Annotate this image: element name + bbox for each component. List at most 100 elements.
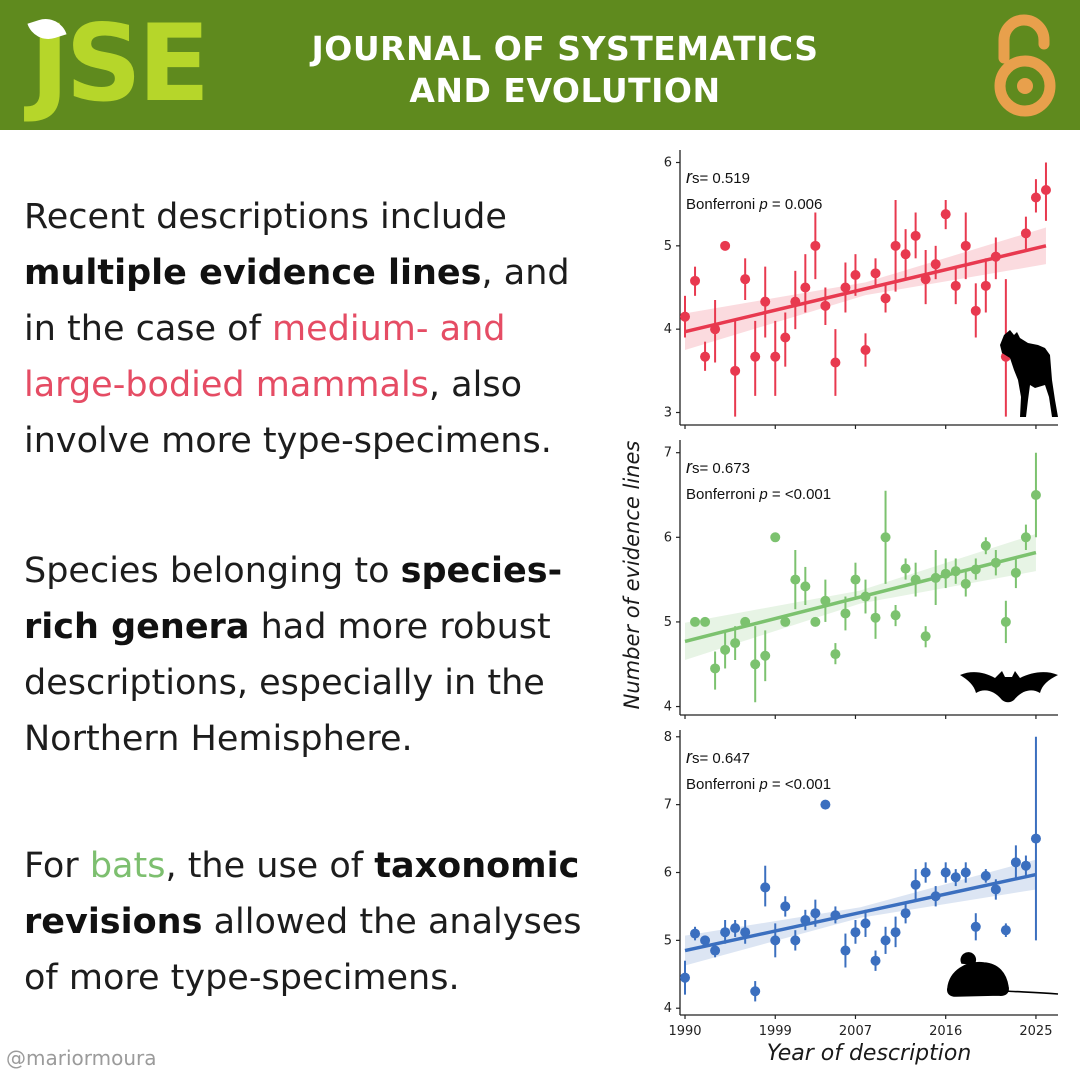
data-point (940, 867, 951, 878)
trend-line (684, 550, 1037, 644)
data-point (980, 540, 991, 551)
data-point (900, 908, 911, 919)
y-axis-label: Number of evidence lines (620, 441, 644, 710)
p2-text-c: had more robust descriptions, especially… (24, 607, 551, 759)
y-tick-label: 5 (664, 239, 672, 254)
y-tick-label: 5 (664, 615, 672, 630)
data-point (880, 935, 891, 946)
data-point (1030, 490, 1041, 500)
data-point (960, 240, 971, 251)
data-point (810, 240, 821, 251)
data-point (710, 945, 721, 956)
data-point (910, 574, 921, 585)
data-point (790, 296, 801, 307)
data-point (990, 557, 1001, 568)
data-point (1000, 925, 1011, 936)
data-point (690, 928, 701, 939)
data-point (700, 616, 711, 627)
bonferroni-label: Bonferroni p = <0.001 (686, 776, 831, 793)
data-point (980, 870, 991, 881)
p3-highlight-bats: bats (89, 846, 166, 886)
data-point (1030, 833, 1041, 844)
spearman-label: rs= 0.519 (686, 167, 750, 187)
data-point (700, 935, 711, 946)
x-tick-label: 1990 (668, 1024, 701, 1039)
data-point (750, 659, 761, 670)
y-tick-label: 8 (664, 730, 672, 745)
data-point (900, 249, 911, 260)
data-point (900, 563, 911, 574)
data-point (800, 282, 811, 293)
data-point (840, 608, 851, 619)
data-point (840, 945, 851, 956)
journal-title-line2: AND EVOLUTION (409, 71, 721, 110)
data-point (830, 649, 841, 660)
journal-title: JOURNAL OF SYSTEMATICS AND EVOLUTION (300, 28, 830, 112)
data-point (820, 300, 831, 311)
chart-panel: 4 5 6 7 8 1990 1999 2007 2016 2025 rs= 0.647 Bonfer… (664, 730, 1059, 1039)
chart-panels: 3 4 5 6 rs= 0.519 Bonferroni p = 0.006 4 5 6 7 rs=… (664, 150, 1059, 1039)
data-point (790, 574, 801, 585)
data-point (730, 365, 741, 376)
y-tick-label: 6 (664, 530, 672, 545)
p1-text-a: Recent descriptions include (24, 197, 507, 237)
data-point (810, 616, 821, 627)
data-point (1010, 567, 1021, 578)
data-point (860, 345, 871, 355)
data-point (950, 280, 961, 291)
x-tick-label: 2007 (839, 1024, 872, 1039)
data-point (750, 986, 761, 997)
data-point (970, 305, 981, 316)
evidence-lines-chart: Number of evidence lines Year of descrip… (620, 150, 1059, 1066)
data-point (770, 351, 781, 362)
data-point (680, 311, 691, 322)
data-point (870, 268, 881, 279)
data-point (950, 872, 961, 883)
data-point (890, 927, 901, 938)
data-point (780, 616, 791, 627)
data-point (770, 935, 781, 946)
p1-text-c: , and in the case of (24, 253, 570, 349)
data-point (760, 296, 771, 307)
data-point (880, 293, 891, 304)
journal-title-line1: JOURNAL OF SYSTEMATICS (311, 29, 819, 68)
data-point (720, 644, 731, 655)
x-tick-label: 1999 (759, 1024, 792, 1039)
data-point (890, 240, 901, 251)
data-point (870, 612, 881, 623)
data-point (910, 879, 921, 890)
p2-bold-species-rich: species-rich genera (24, 551, 563, 647)
data-point (970, 564, 981, 575)
y-tick-label: 7 (664, 798, 672, 813)
jse-logo: JSE (30, 2, 210, 125)
data-point (680, 972, 691, 983)
data-point (740, 927, 751, 938)
data-point (850, 574, 861, 585)
data-point (790, 935, 801, 946)
mouse-silhouette-icon (947, 952, 1059, 997)
y-tick-label: 6 (664, 866, 672, 881)
data-point (1010, 857, 1021, 868)
bat-silhouette-icon (960, 671, 1058, 703)
data-point (760, 882, 771, 893)
data-point (770, 532, 781, 543)
data-point (820, 595, 831, 606)
data-point (720, 927, 731, 938)
data-point (960, 578, 971, 589)
bonferroni-label: Bonferroni p = <0.001 (686, 486, 831, 503)
data-point (950, 566, 961, 577)
open-access-icon (994, 14, 1056, 117)
data-point (870, 955, 881, 966)
data-point (1020, 860, 1031, 871)
data-point (800, 581, 811, 592)
p3-text-e: allowed the analyses of more type-specim… (24, 902, 582, 998)
p1-bold-multiple-evidence: multiple evidence lines (24, 253, 482, 293)
data-point (880, 532, 891, 543)
data-point (920, 867, 931, 878)
journal-header: JSE JOURNAL OF SYSTEMATICS AND EVOLUTION (0, 0, 1080, 130)
wolf-silhouette-icon (1000, 330, 1058, 417)
data-point (850, 270, 861, 280)
paragraph-species-rich: Species belonging to species-rich genera… (24, 543, 604, 767)
data-point (930, 891, 941, 902)
y-tick-label: 6 (664, 156, 672, 171)
